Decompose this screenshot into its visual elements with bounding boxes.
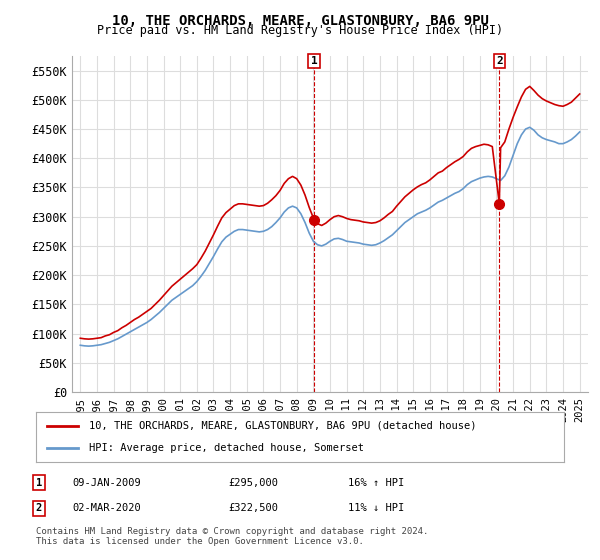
Text: 2: 2 [496, 56, 503, 66]
Text: 09-JAN-2009: 09-JAN-2009 [72, 478, 141, 488]
Text: HPI: Average price, detached house, Somerset: HPI: Average price, detached house, Some… [89, 443, 364, 453]
Text: 10, THE ORCHARDS, MEARE, GLASTONBURY, BA6 9PU (detached house): 10, THE ORCHARDS, MEARE, GLASTONBURY, BA… [89, 421, 476, 431]
Text: 10, THE ORCHARDS, MEARE, GLASTONBURY, BA6 9PU: 10, THE ORCHARDS, MEARE, GLASTONBURY, BA… [112, 14, 488, 28]
Text: 1: 1 [36, 478, 42, 488]
Text: 16% ↑ HPI: 16% ↑ HPI [348, 478, 404, 488]
Text: £295,000: £295,000 [228, 478, 278, 488]
Text: 2: 2 [36, 503, 42, 514]
Text: 11% ↓ HPI: 11% ↓ HPI [348, 503, 404, 514]
Text: 1: 1 [311, 56, 317, 66]
Text: 02-MAR-2020: 02-MAR-2020 [72, 503, 141, 514]
Text: Contains HM Land Registry data © Crown copyright and database right 2024.
This d: Contains HM Land Registry data © Crown c… [36, 526, 428, 546]
Text: £322,500: £322,500 [228, 503, 278, 514]
Text: Price paid vs. HM Land Registry's House Price Index (HPI): Price paid vs. HM Land Registry's House … [97, 24, 503, 37]
